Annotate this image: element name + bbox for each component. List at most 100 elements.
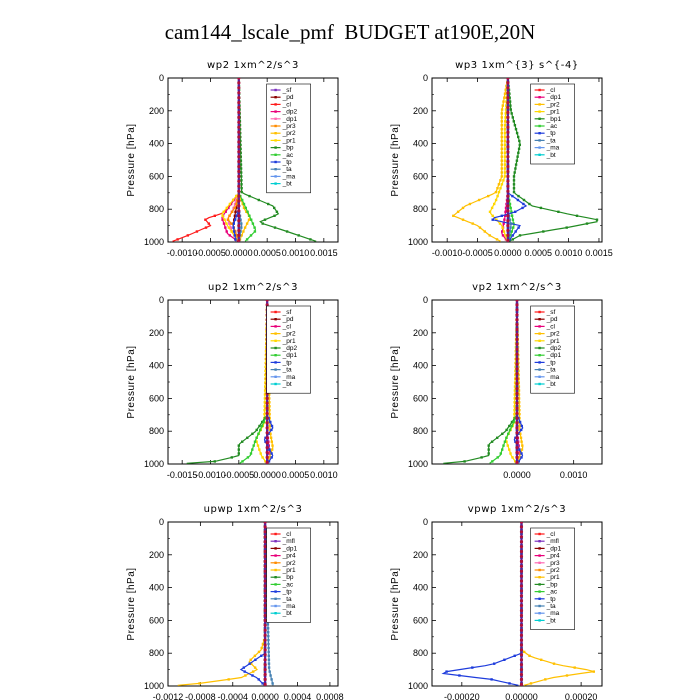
zero-line-marker: [515, 318, 519, 322]
series-marker: [501, 448, 504, 451]
series-marker: [493, 662, 496, 665]
zero-line-marker: [237, 184, 241, 188]
legend-marker: [274, 375, 277, 378]
series-marker: [269, 420, 272, 424]
x-tick-label: 0.0000: [503, 470, 531, 480]
series-marker: [508, 448, 511, 451]
series-marker: [507, 432, 510, 435]
series-marker: [239, 159, 243, 162]
series-group: [186, 300, 274, 464]
zero-line-marker: [519, 672, 524, 677]
series-marker: [235, 194, 238, 198]
series-marker: [513, 381, 517, 384]
zero-line-marker: [515, 377, 519, 381]
zero-line-marker: [519, 574, 524, 578]
legend-label: _mfl: [546, 538, 560, 545]
legend-marker: [274, 110, 277, 113]
x-tick-label: 0.0008: [316, 692, 344, 700]
legend-label: _dp2: [282, 109, 298, 116]
zero-line-marker: [519, 549, 524, 554]
series-marker: [565, 674, 569, 677]
series-marker: [487, 444, 490, 447]
legend-marker: [538, 318, 541, 321]
series-marker: [516, 198, 520, 202]
legend-label: _ta: [546, 367, 556, 374]
series-marker: [452, 214, 455, 217]
series-marker: [264, 377, 267, 380]
series-marker: [518, 234, 522, 237]
x-tick-label: -0.0005: [195, 248, 226, 258]
series-marker: [225, 206, 228, 210]
legend-marker: [274, 146, 277, 149]
y-tick-label: 800: [413, 426, 428, 436]
y-axis-label: Pressure [hPa]: [390, 123, 401, 196]
series-marker: [239, 147, 242, 150]
legend-label: _sf: [282, 87, 292, 94]
legend-marker: [274, 368, 277, 371]
zero-line-marker: [237, 105, 241, 110]
series-marker: [239, 131, 242, 135]
zero-line-marker: [515, 362, 519, 366]
legend-marker: [274, 547, 277, 550]
series-marker: [445, 670, 448, 673]
series-marker: [500, 159, 503, 162]
series-marker: [499, 452, 502, 455]
zero-line-marker: [519, 682, 524, 686]
series-marker: [268, 405, 271, 408]
series-group: [452, 78, 599, 242]
series-marker: [503, 139, 507, 143]
plot-frame: [167, 77, 339, 243]
series-marker: [514, 361, 517, 365]
zero-line-marker: [506, 174, 510, 178]
zero-line-marker: [515, 391, 519, 396]
series-marker: [213, 460, 216, 463]
chart-panel-0: wp2 1xm^2/s^3 0 200 400 600 800 1000-0.0010-0.…: [126, 60, 339, 258]
series-marker: [517, 397, 521, 400]
series-marker: [508, 96, 511, 99]
x-tick-label: 0.0005: [282, 470, 310, 480]
series-marker: [517, 135, 520, 139]
zero-line-marker: [515, 446, 519, 450]
y-axis-label: Pressure [hPa]: [126, 567, 137, 640]
y-tick-label: 400: [413, 139, 428, 149]
zero-line-marker: [519, 628, 524, 632]
series-marker: [267, 646, 270, 650]
series-marker: [575, 214, 579, 217]
zero-line-marker: [237, 238, 241, 242]
series-marker: [542, 230, 545, 233]
y-tick-label: 400: [149, 583, 164, 593]
zero-line-marker: [506, 228, 510, 233]
series-marker: [500, 128, 503, 131]
legend-label: _pr2: [546, 567, 560, 574]
legend-marker: [538, 310, 541, 314]
zero-line-marker: [263, 682, 267, 686]
series-marker: [514, 373, 517, 376]
y-tick-label: 400: [149, 139, 164, 149]
series-marker: [502, 222, 505, 225]
series-marker: [207, 222, 210, 225]
legend-marker: [274, 325, 277, 328]
series-marker: [249, 452, 253, 455]
series-marker: [261, 642, 265, 646]
series-marker: [503, 151, 507, 154]
series-marker: [510, 424, 514, 428]
series-group: [443, 300, 524, 464]
zero-line-marker: [519, 599, 524, 603]
zero-line-marker: [519, 623, 524, 627]
series-marker: [522, 198, 526, 202]
series-marker: [267, 666, 271, 669]
legend-label: _tp: [546, 359, 556, 366]
series-marker: [508, 202, 512, 206]
y-tick-label: 800: [413, 204, 428, 214]
series-marker: [213, 214, 216, 217]
zero-line-marker: [265, 450, 269, 455]
series-marker: [246, 456, 250, 459]
series-marker: [506, 444, 509, 447]
legend-label: _pr2: [282, 130, 296, 137]
zero-line-marker: [515, 421, 519, 425]
series-marker: [509, 108, 512, 111]
zero-line-marker: [237, 81, 241, 85]
legend-label: _ta: [282, 596, 292, 603]
series-marker: [503, 135, 507, 139]
